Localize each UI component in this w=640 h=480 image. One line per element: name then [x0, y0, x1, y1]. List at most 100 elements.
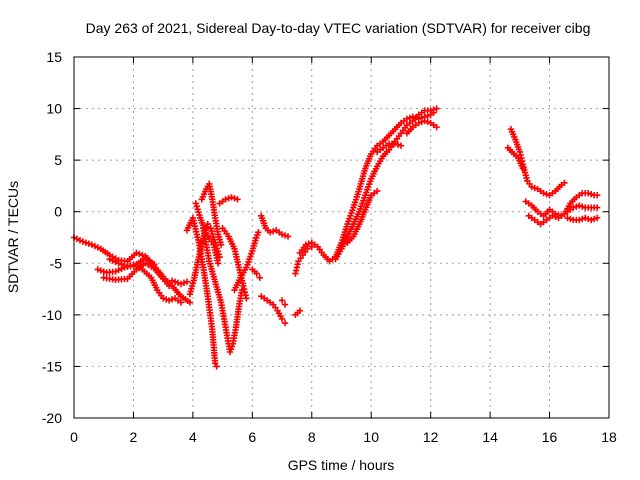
- data-point: [213, 363, 220, 370]
- data-point: [284, 233, 292, 240]
- data-point: [94, 266, 101, 273]
- data-point-interp: [269, 228, 277, 235]
- data-point: [296, 307, 304, 314]
- data-point: [397, 142, 405, 149]
- data-point: [253, 270, 260, 277]
- data-point: [561, 179, 568, 187]
- data-point: [278, 231, 286, 238]
- data-point: [177, 280, 185, 288]
- y-tick-label: 15: [46, 49, 62, 65]
- data-point: [281, 301, 289, 308]
- y-tick-label: -20: [42, 410, 62, 426]
- data-point-interp: [430, 106, 437, 113]
- y-tick-label: 10: [46, 101, 62, 117]
- data-point: [204, 220, 211, 228]
- data-point-interp: [85, 240, 93, 247]
- data-point: [593, 204, 601, 211]
- y-tick-label: -5: [50, 255, 63, 271]
- data-point: [255, 229, 262, 236]
- data-point-interp: [584, 215, 592, 223]
- data-points: [70, 105, 601, 370]
- data-point: [593, 192, 601, 199]
- data-point-interp: [174, 279, 182, 287]
- data-point-interp: [231, 195, 238, 202]
- x-tick-label: 2: [130, 429, 138, 445]
- data-point: [415, 119, 422, 127]
- data-point-interp: [281, 232, 289, 239]
- x-tick-label: 4: [189, 429, 197, 445]
- data-point: [304, 245, 311, 253]
- data-point: [151, 261, 158, 268]
- x-tick-label: 16: [542, 429, 558, 445]
- data-point: [433, 105, 440, 112]
- data-point-interp: [305, 240, 313, 247]
- data-point: [168, 277, 176, 285]
- data-point: [222, 196, 229, 203]
- data-point-interp: [121, 262, 128, 269]
- x-tick-label: 6: [248, 429, 256, 445]
- axis-ticks: 0 2 4 6 8 10 12 14 16 18 -20 -15 -10 -5 0 5 10 15: [42, 49, 617, 445]
- data-point-interp: [424, 118, 431, 126]
- x-tick-label: 14: [482, 429, 498, 445]
- data-point: [256, 274, 263, 281]
- data-point-interp: [180, 279, 188, 287]
- data-point: [302, 241, 310, 248]
- data-point: [528, 183, 535, 191]
- data-point: [79, 238, 87, 245]
- x-axis-label: GPS time / hours: [288, 457, 395, 473]
- data-point-interp: [579, 203, 586, 210]
- data-point: [584, 189, 592, 197]
- data-point: [186, 299, 194, 306]
- data-point-interp: [118, 261, 125, 268]
- x-tick-label: 12: [423, 429, 439, 445]
- data-point: [391, 140, 399, 147]
- data-point-interp: [543, 190, 550, 198]
- data-point: [266, 229, 274, 236]
- data-point: [576, 216, 583, 224]
- data-point: [115, 260, 122, 267]
- data-point: [570, 204, 577, 211]
- data-point-interp: [171, 278, 179, 286]
- data-point: [278, 297, 286, 304]
- data-point-interp: [394, 141, 402, 148]
- data-point: [433, 123, 440, 131]
- y-tick-label: -10: [42, 307, 62, 323]
- data-point: [540, 189, 547, 197]
- data-point: [593, 214, 601, 222]
- data-point: [564, 214, 571, 222]
- data-point-interp: [552, 213, 559, 221]
- plot-frame: [73, 56, 610, 419]
- x-tick-label: 10: [363, 429, 379, 445]
- data-point-interp: [412, 114, 420, 122]
- data-point: [373, 187, 381, 195]
- data-point: [403, 115, 411, 123]
- chart-title: Day 263 of 2021, Sidereal Day-to-day VTE…: [86, 20, 591, 36]
- x-tick-label: 0: [70, 429, 78, 445]
- y-axis-label: SDTVAR / TECUs: [5, 181, 21, 293]
- x-tick-label: 8: [308, 429, 316, 445]
- data-point-interp: [573, 203, 580, 210]
- y-tick-label: 5: [54, 152, 62, 168]
- data-point: [427, 107, 434, 114]
- data-point-interp: [97, 267, 104, 274]
- data-point: [243, 295, 250, 302]
- data-point-interp: [579, 215, 586, 223]
- data-point: [281, 319, 289, 327]
- data-point-interp: [531, 184, 538, 192]
- data-point-interp: [225, 195, 232, 202]
- data-point: [549, 212, 556, 220]
- data-point: [177, 299, 185, 306]
- data-point-interp: [587, 190, 595, 198]
- y-tick-label: -15: [42, 358, 62, 374]
- data-point: [183, 278, 191, 286]
- data-point: [214, 260, 222, 267]
- data-point: [217, 241, 225, 248]
- data-point-interp: [168, 296, 176, 303]
- data-point: [228, 194, 235, 201]
- data-point-interp: [82, 239, 90, 246]
- data-point: [133, 249, 140, 257]
- y-tick-label: 0: [54, 204, 62, 220]
- data-point-interp: [418, 118, 425, 126]
- data-point: [576, 202, 583, 209]
